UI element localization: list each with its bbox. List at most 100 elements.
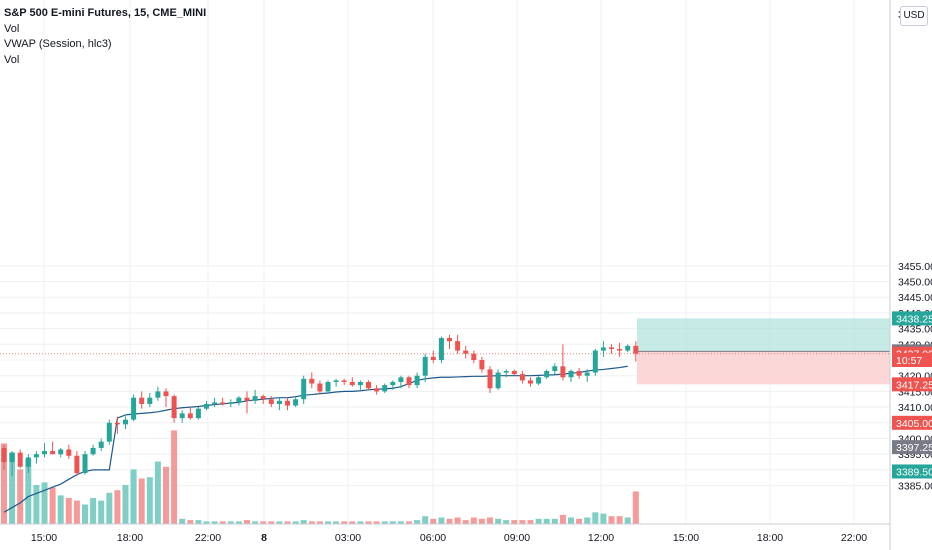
candle-body[interactable]: [455, 341, 461, 351]
candle-body[interactable]: [398, 377, 404, 382]
candle-body[interactable]: [503, 370, 509, 373]
candle-body[interactable]: [33, 454, 39, 458]
candle-body[interactable]: [106, 422, 112, 442]
candle-body[interactable]: [544, 370, 550, 378]
candle-body[interactable]: [285, 400, 290, 406]
candle-body[interactable]: [82, 454, 88, 474]
candle-body[interactable]: [584, 372, 590, 376]
candle-body[interactable]: [487, 369, 493, 389]
candle-body[interactable]: [519, 374, 525, 381]
volume-bar: [300, 520, 307, 524]
candle-body[interactable]: [98, 441, 104, 448]
candle-body[interactable]: [552, 366, 558, 371]
candle-body[interactable]: [463, 350, 469, 354]
candle-body[interactable]: [131, 397, 137, 420]
candle-body[interactable]: [600, 347, 606, 351]
volume-bar: [106, 492, 113, 524]
candle-body[interactable]: [204, 403, 209, 409]
time-tick-label: 06:00: [420, 532, 446, 544]
volume-bar: [389, 521, 396, 524]
candle-body[interactable]: [139, 397, 145, 404]
candle-body[interactable]: [374, 388, 380, 392]
candle-body[interactable]: [212, 402, 218, 404]
candle-body[interactable]: [382, 385, 388, 392]
candle-body[interactable]: [333, 380, 339, 382]
candle-body[interactable]: [536, 377, 542, 384]
volume-bar: [219, 521, 226, 524]
candle-body[interactable]: [390, 381, 396, 386]
candle-body[interactable]: [301, 378, 307, 400]
candle-body[interactable]: [568, 370, 574, 378]
candle-body[interactable]: [42, 451, 47, 455]
candle-body[interactable]: [447, 338, 452, 342]
indicator-vwap[interactable]: VWAP (Session, hlc3): [4, 38, 112, 50]
candle-body[interactable]: [617, 349, 623, 351]
candle-body[interactable]: [633, 345, 639, 354]
indicator-volume-2[interactable]: Vol: [4, 53, 20, 66]
candle-body[interactable]: [179, 413, 185, 419]
volume-bar: [163, 466, 169, 524]
candle-body[interactable]: [268, 399, 274, 404]
candle-body[interactable]: [244, 397, 250, 401]
candle-body[interactable]: [422, 356, 428, 376]
volume-bar: [511, 520, 518, 524]
candle-body[interactable]: [609, 347, 614, 350]
candle-body[interactable]: [592, 350, 598, 373]
candle-body[interactable]: [147, 397, 153, 404]
candle-body[interactable]: [50, 451, 56, 455]
candle-body[interactable]: [74, 455, 80, 474]
candle-body[interactable]: [317, 383, 323, 392]
candle-body[interactable]: [90, 447, 96, 455]
indicator-volume-1[interactable]: Vol: [4, 22, 20, 35]
symbol-title[interactable]: S&P 500 E-mini Futures, 15, CME_MINI: [4, 7, 207, 19]
candle-body[interactable]: [1, 447, 7, 463]
candle-body[interactable]: [438, 338, 444, 360]
candle-body[interactable]: [366, 381, 371, 389]
candle-body[interactable]: [560, 366, 566, 378]
candle-body[interactable]: [252, 396, 258, 401]
candle-body[interactable]: [155, 391, 161, 398]
price-tick-label: 3385.00: [898, 481, 932, 493]
currency-button[interactable]: USD: [900, 6, 928, 26]
candle-body[interactable]: [528, 380, 533, 384]
candle-body[interactable]: [414, 375, 420, 386]
volume-bar: [422, 516, 429, 524]
candle-body[interactable]: [430, 356, 436, 360]
volume-bar: [503, 520, 510, 524]
candle-body[interactable]: [309, 378, 315, 384]
candle-body[interactable]: [406, 377, 412, 386]
candle-body[interactable]: [276, 400, 282, 404]
volume-bar: [357, 521, 364, 524]
candle-body[interactable]: [187, 413, 193, 419]
candle-body[interactable]: [576, 370, 582, 376]
candle-body[interactable]: [625, 345, 631, 351]
candle-body[interactable]: [66, 449, 72, 456]
candle-body[interactable]: [25, 457, 31, 467]
candle-body[interactable]: [195, 408, 201, 419]
candle-body[interactable]: [9, 452, 15, 463]
volume-bar: [535, 518, 542, 524]
chart-legend: S&P 500 E-mini Futures, 15, CME_MINI Vol…: [4, 6, 206, 68]
candle-body[interactable]: [163, 391, 169, 397]
candle-body[interactable]: [260, 396, 266, 400]
candle-body[interactable]: [58, 449, 64, 455]
candle-body[interactable]: [471, 353, 477, 360]
candle-body[interactable]: [325, 381, 331, 392]
candle-body[interactable]: [293, 399, 299, 406]
candle-body[interactable]: [171, 396, 177, 419]
candle-body[interactable]: [114, 422, 120, 425]
candle-body[interactable]: [495, 372, 501, 389]
candle-body[interactable]: [357, 381, 363, 386]
candle-body[interactable]: [123, 419, 128, 425]
candle-body[interactable]: [479, 360, 485, 370]
candle-body[interactable]: [220, 402, 226, 404]
candle-body[interactable]: [236, 397, 242, 403]
candle-body[interactable]: [341, 380, 347, 382]
candle-body[interactable]: [17, 452, 23, 467]
candle-body[interactable]: [228, 402, 234, 404]
stop-zone[interactable]: [637, 351, 890, 385]
target-zone[interactable]: [637, 318, 890, 352]
candle-body[interactable]: [349, 381, 355, 386]
candle-body[interactable]: [511, 370, 517, 375]
